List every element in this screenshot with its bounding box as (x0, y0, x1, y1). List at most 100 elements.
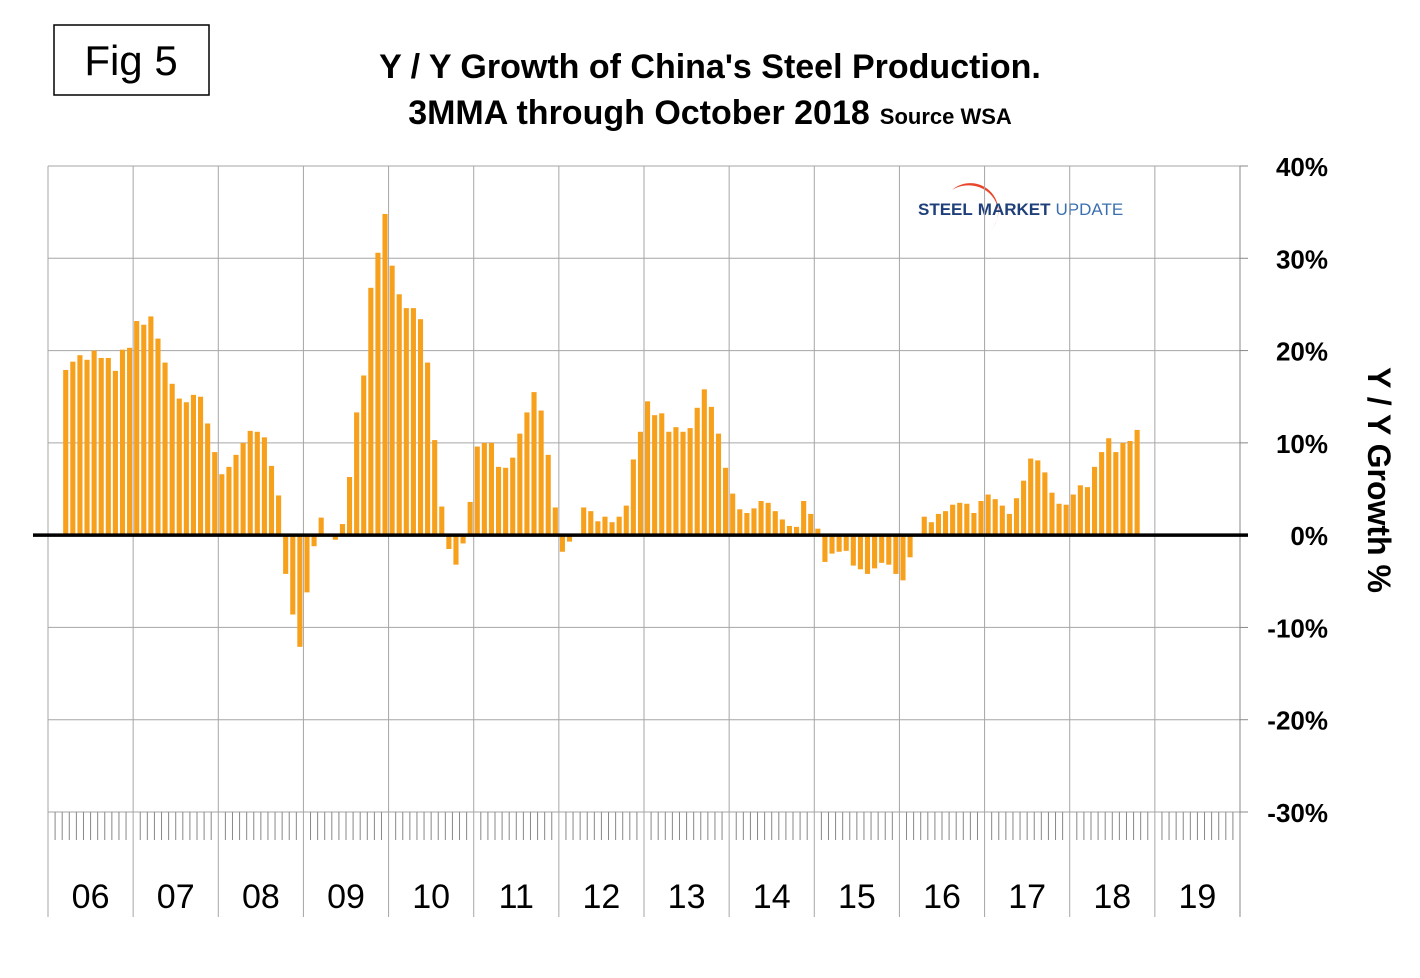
bar (857, 535, 863, 570)
bar (389, 265, 395, 536)
bar (446, 535, 452, 549)
bar (183, 402, 189, 536)
bar (354, 412, 360, 536)
bar (134, 321, 140, 536)
bar (112, 370, 118, 536)
bar (233, 454, 239, 536)
bar (226, 466, 232, 536)
bar (70, 361, 76, 536)
bar (652, 415, 658, 536)
bar (346, 477, 353, 536)
bar (765, 502, 771, 536)
bar (375, 252, 381, 536)
bar (503, 467, 509, 536)
bar (162, 362, 168, 536)
figure-label: Fig 5 (84, 37, 177, 84)
bar (1084, 487, 1091, 536)
bar (609, 522, 615, 536)
bar (545, 454, 551, 536)
bar (119, 349, 126, 536)
bar (1077, 485, 1083, 536)
bar (531, 392, 537, 536)
bar (935, 513, 942, 536)
bar (1091, 466, 1098, 536)
bar (751, 508, 757, 536)
bar (666, 431, 672, 536)
bar (687, 428, 693, 536)
bar (957, 502, 963, 536)
bar (1035, 460, 1041, 536)
bar (254, 431, 260, 536)
bar (942, 511, 949, 536)
bar (985, 494, 991, 536)
y-tick-label: 30% (1276, 244, 1328, 274)
bar (793, 526, 800, 536)
bar (758, 500, 764, 536)
bar (907, 535, 913, 558)
x-tick-label: 15 (838, 878, 876, 916)
bar (616, 516, 622, 536)
bar (992, 499, 998, 536)
bar (843, 535, 849, 551)
bar (900, 535, 906, 581)
bar (893, 535, 899, 574)
logo-market: MARKET (978, 200, 1051, 219)
x-tick-label: 14 (753, 878, 791, 916)
y-tick-label: -20% (1267, 706, 1328, 736)
bar (815, 528, 821, 536)
bar (417, 319, 424, 536)
subtitle-line: 3MMA through October 2018 Source WSA (408, 94, 1012, 132)
y-tick-label: 0% (1290, 521, 1328, 551)
bar (368, 287, 374, 536)
logo-text: STEEL MARKET UPDATE (918, 200, 1123, 219)
bar (240, 442, 246, 536)
bar (1013, 498, 1020, 536)
bar (588, 511, 594, 536)
bar (63, 369, 69, 536)
y-tick-label: 40% (1276, 152, 1328, 182)
bar (822, 535, 828, 562)
bar (879, 535, 885, 563)
bar (396, 294, 402, 536)
bar (382, 213, 388, 536)
bar (176, 398, 182, 536)
chart-subtitle: 3MMA through October 2018 (408, 94, 870, 132)
x-tick-label: 16 (923, 878, 961, 916)
bar (602, 516, 608, 536)
bar (730, 493, 736, 536)
logo: STEEL MARKET UPDATE (918, 183, 1123, 235)
bar (524, 412, 530, 536)
bar (361, 375, 367, 536)
chart-title: Y / Y Growth of China's Steel Production… (379, 48, 1041, 86)
bar (332, 535, 338, 540)
bar (1106, 438, 1112, 536)
bar (190, 394, 197, 536)
logo-steel: STEEL (918, 200, 973, 219)
bar (403, 308, 409, 536)
bar (595, 521, 601, 536)
y-tick-label: 20% (1276, 337, 1328, 367)
bar (467, 501, 473, 536)
bar (850, 535, 856, 566)
bar (141, 324, 147, 536)
bar (432, 440, 438, 536)
x-tick-label: 18 (1093, 878, 1131, 916)
x-tick-label: 07 (157, 878, 195, 916)
x-tick-label: 12 (583, 878, 621, 916)
bar (1021, 480, 1027, 536)
bar (637, 431, 644, 536)
bar (474, 446, 480, 536)
bar (1056, 503, 1062, 536)
bar (84, 359, 90, 536)
y-tick-label: -30% (1267, 798, 1328, 828)
logo-update: UPDATE (1056, 200, 1124, 219)
bar (779, 519, 785, 536)
bar (77, 355, 83, 536)
bar (801, 500, 807, 536)
bar (311, 535, 317, 547)
bar (744, 512, 750, 536)
bar (708, 406, 714, 536)
bar (268, 465, 275, 536)
bar (425, 362, 431, 536)
bar (205, 423, 211, 536)
